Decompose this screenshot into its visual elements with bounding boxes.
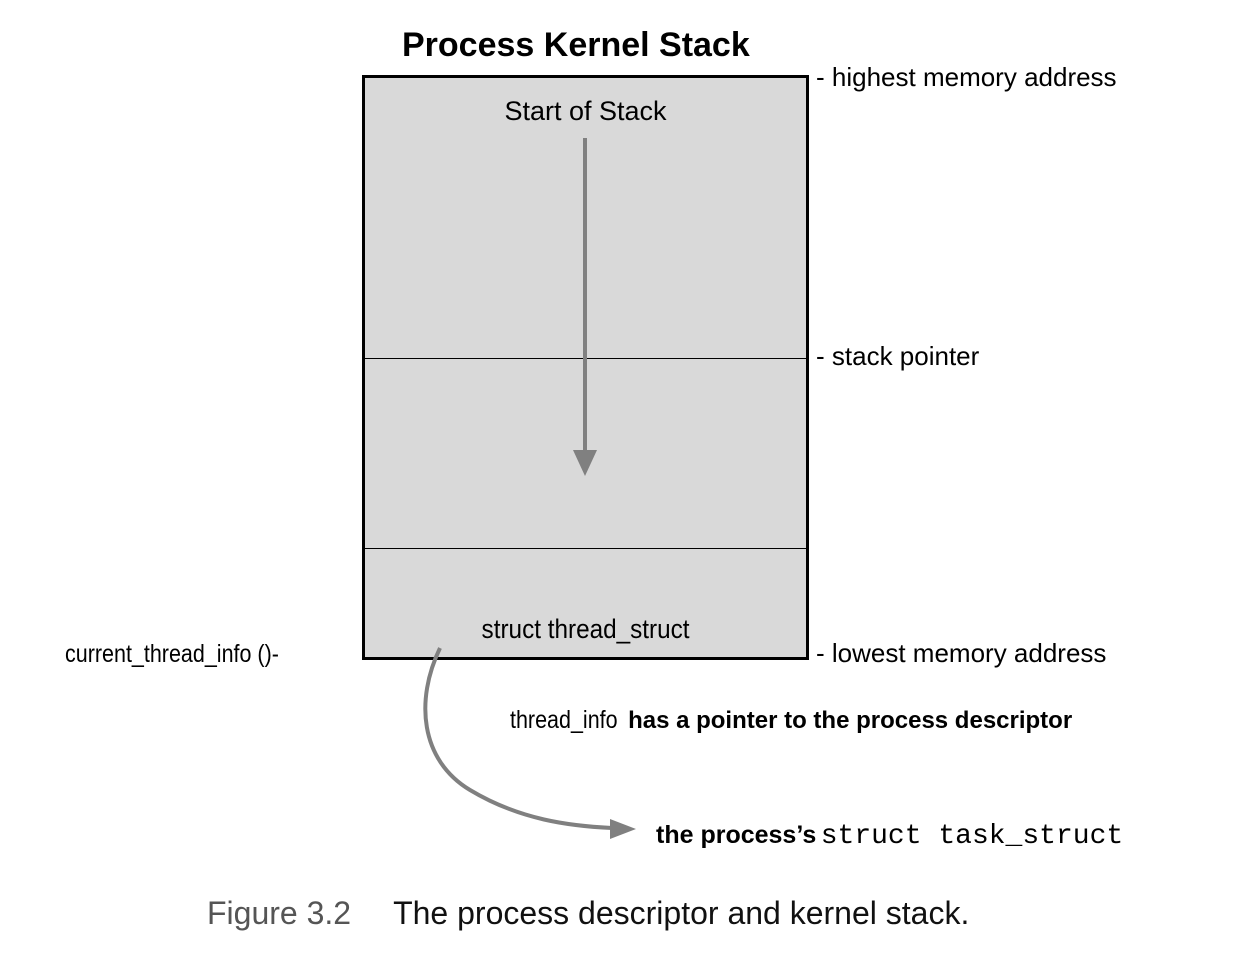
stack-growth-arrowhead bbox=[573, 450, 597, 476]
figure-caption-text: The process descriptor and kernel stack. bbox=[393, 895, 969, 931]
figure-caption: Figure 3.2 The process descriptor and ker… bbox=[207, 895, 969, 932]
task-struct-arrowhead bbox=[610, 819, 636, 839]
figure-number: Figure 3.2 bbox=[207, 895, 351, 931]
task-struct-pointer-arrow bbox=[425, 648, 612, 828]
